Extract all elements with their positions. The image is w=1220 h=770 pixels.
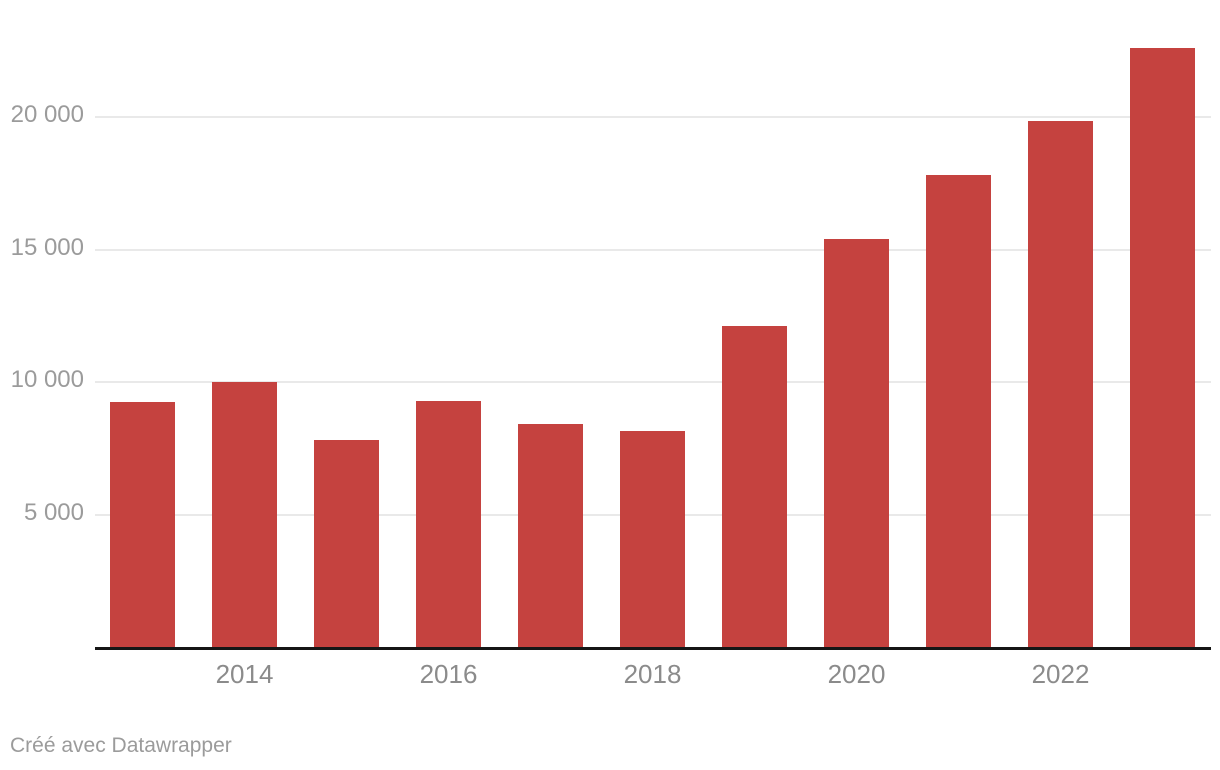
bar-2015[interactable] xyxy=(314,440,379,647)
y-tick-label-10000: 10 000 xyxy=(10,366,84,393)
x-tick-label-2020: 2020 xyxy=(827,659,886,689)
bar-2016[interactable] xyxy=(416,400,481,647)
x-tick-label-2014: 2014 xyxy=(215,659,274,689)
bar-2017[interactable] xyxy=(518,424,583,647)
y-tick-label-5000: 5 000 xyxy=(23,498,84,526)
y-tick-label-20000: 20 000 xyxy=(10,101,84,128)
bar-2023[interactable] xyxy=(1130,48,1195,647)
gridline-20000 xyxy=(95,116,1211,118)
bar-2019[interactable] xyxy=(722,326,787,647)
bar-2014[interactable] xyxy=(212,382,277,647)
bar-2022[interactable] xyxy=(1028,120,1093,647)
datawrapper-credit-link[interactable]: Créé avec Datawrapper xyxy=(10,734,232,757)
x-tick-label-2018: 2018 xyxy=(623,659,682,689)
bar-2021[interactable] xyxy=(926,175,991,647)
gridline-15000 xyxy=(95,248,1211,251)
gridline-10000 xyxy=(95,381,1211,383)
x-tick-label-2022: 2022 xyxy=(1031,659,1090,689)
bar-2013[interactable] xyxy=(110,401,175,647)
bar-2020[interactable] xyxy=(824,238,889,647)
x-axis-baseline xyxy=(95,647,1211,650)
bar-2018[interactable] xyxy=(620,431,685,647)
y-tick-label-15000: 15 000 xyxy=(10,233,84,261)
x-tick-label-2016: 2016 xyxy=(419,659,478,689)
